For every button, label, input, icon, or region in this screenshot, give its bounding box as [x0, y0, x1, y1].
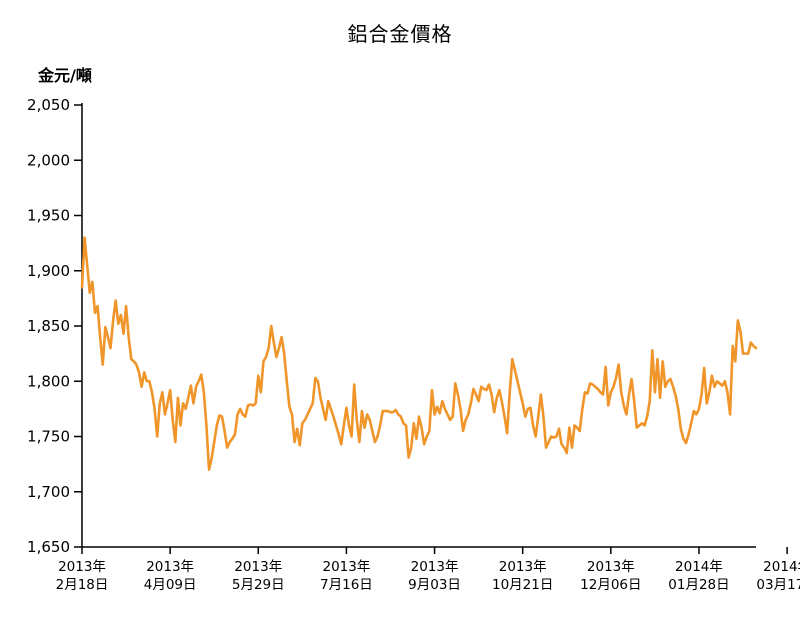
y-tick-label: 1,850 [27, 317, 70, 335]
x-tick-label-date: 10月21日 [492, 577, 553, 593]
price-series-line [80, 236, 758, 471]
x-axis-ticks: 2013年 2月18日 2013年 4月09日 2013年 5月29日 2013年 7月16日… [56, 547, 800, 593]
x-tick-label-year: 2013年 [411, 559, 459, 575]
x-tick-label-date: 9月03日 [408, 577, 461, 593]
y-tick-label: 1,800 [27, 372, 70, 390]
x-tick-label-year: 2014年 [763, 559, 800, 575]
x-tick-label-date: 03月17日 [756, 577, 800, 593]
x-tick-label-date: 5月29日 [232, 577, 285, 593]
y-axis-ticks: 1,650 1,700 1,750 1,800 1,850 1,900 1,950 2,000… [27, 96, 82, 556]
x-tick-label-year: 2013年 [499, 559, 547, 575]
x-tick-label-year: 2013年 [58, 559, 106, 575]
x-tick-label-year: 2013年 [234, 559, 282, 575]
y-tick-label: 1,950 [27, 207, 70, 225]
y-tick-label: 1,650 [27, 538, 70, 556]
chart-axes [81, 103, 756, 548]
x-tick-label-date: 01月28日 [668, 577, 729, 593]
y-tick-label: 2,000 [27, 151, 70, 169]
x-tick-label-year: 2013年 [146, 559, 194, 575]
x-tick-label-date: 4月09日 [144, 577, 197, 593]
y-tick-label: 1,700 [27, 483, 70, 501]
x-tick-label-date: 2月18日 [56, 577, 109, 593]
x-tick-label-date: 12月06日 [580, 577, 641, 593]
x-tick-label-year: 2013年 [322, 559, 370, 575]
x-tick-label-year: 2014年 [675, 559, 723, 575]
series-group [80, 236, 758, 471]
y-axis-unit-label: 金元/噸 [38, 66, 92, 85]
y-tick-label: 1,750 [27, 428, 70, 446]
chart-title: 鋁合金價格 [347, 22, 453, 46]
x-tick-label-year: 2013年 [587, 559, 635, 575]
y-tick-label: 1,900 [27, 262, 70, 280]
y-tick-label: 2,050 [27, 96, 70, 114]
x-tick-label-date: 7月16日 [320, 577, 373, 593]
